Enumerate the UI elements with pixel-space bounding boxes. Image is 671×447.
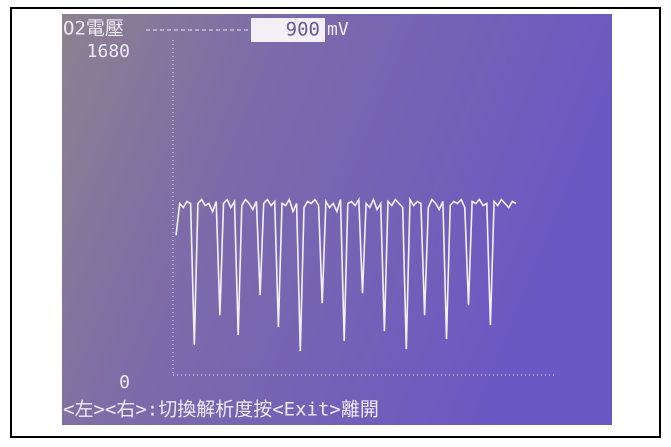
title: O2電壓 (63, 18, 124, 40)
frame (10, 7, 661, 438)
readout-unit: mV (327, 19, 349, 40)
readout-box (251, 18, 325, 42)
y-tick-label: 1680 (87, 41, 130, 62)
screen (62, 14, 612, 425)
footer: <左><右>:切換解析度按<Exit>離開 (63, 399, 379, 421)
readout-value: 900 (286, 19, 320, 41)
waveform (175, 196, 517, 352)
y-tick-label: 0 (119, 372, 130, 393)
